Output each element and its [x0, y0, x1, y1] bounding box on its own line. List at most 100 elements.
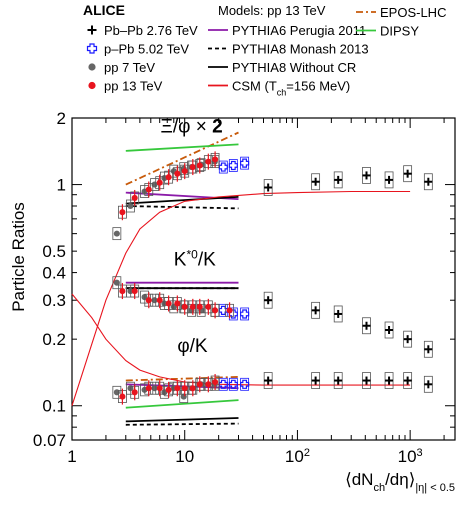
model-xi_phi-dipsy	[125, 143, 239, 152]
y-tick-label-1: 0.1	[42, 397, 66, 416]
model-phi_k-pythia8-monash-2013	[125, 422, 239, 426]
point-kstar_k-pp-13-tev-9	[205, 303, 212, 310]
model-xi_phi-epos-lhc	[125, 131, 239, 186]
point-kstar_k-pp-13-tev-1	[131, 288, 138, 295]
x-tick-label-base: 10	[398, 447, 417, 466]
legend-entry-3: pp 13 TeV	[104, 79, 163, 94]
model-phi_k-csm	[71, 293, 411, 386]
legend-marker-3	[88, 81, 96, 90]
ratio-label-1-suffix: /K	[198, 250, 216, 271]
point-xi_phi-pp-7-tev-0-syst	[112, 227, 122, 241]
point-phi_k-pp-13-tev-3	[156, 385, 163, 392]
model-xi_phi-pythia8-monash-2013	[125, 205, 239, 210]
y-tick-label-0: 0.07	[33, 431, 66, 450]
point-xi_phi-pp-13-tev-0	[119, 209, 126, 216]
x-axis-title-sub2: |η| < 0.5	[415, 482, 455, 494]
point-phi_k-pp-13-tev-7	[189, 385, 196, 392]
legend-model-3-main: CSM (T	[232, 79, 277, 94]
legend-experiment: ALICE	[83, 2, 125, 18]
point-xi_phi-pp-13-tev-9	[205, 158, 212, 165]
model-xi_phi-pythia8-without-cr	[125, 196, 239, 205]
x-tick-label-2: 102	[285, 447, 310, 466]
legend-marker-2	[88, 63, 96, 71]
point-phi_k-pp-13-tev-5	[174, 385, 181, 392]
point-kstar_k-pp-7-tev-0	[113, 279, 120, 286]
legend-model-0: PYTHIA6 Perugia 2011	[232, 23, 366, 38]
legend: ALICE Models: pp 13 TeV Pb–Pb 2.76 TeV p–Pb…	[83, 2, 446, 98]
point-phi_k-pp-13-tev-9	[205, 381, 212, 388]
point-xi_phi-pp-13-tev-3	[156, 179, 163, 186]
ratio-label-0-main: Ξ/φ ×	[161, 116, 213, 137]
point-phi_k-pp-13-tev-2	[145, 385, 152, 392]
legend-model-1: PYTHIA8 Monash 2013	[232, 42, 369, 57]
point-kstar_k-pp-7-tev-0-syst	[112, 276, 122, 290]
point-xi_phi-p-pb-5-02-tev-2	[240, 158, 250, 168]
point-kstar_k-p-pb-5-02-tev-2	[240, 309, 250, 319]
point-xi_phi-pp-13-tev-1	[131, 194, 138, 201]
model-phi_k-epos-lhc	[125, 376, 239, 382]
model-curves	[71, 131, 411, 426]
y-axis-title: Particle Ratios	[9, 202, 28, 312]
axis-titles: Particle Ratios ⟨dNch/dη⟩|η| < 0.5	[9, 202, 455, 494]
ratio-label-2: φ/K	[177, 336, 208, 357]
point-xi_phi-pp-13-tev-6	[181, 168, 188, 175]
legend-model-2: PYTHIA8 Without CR	[232, 60, 356, 75]
model-xi_phi-csm	[71, 190, 411, 406]
plot-frame	[71, 117, 456, 441]
legend-model-4: EPOS-LHC	[380, 5, 446, 20]
x-axis-title-a: ⟨dN	[345, 470, 373, 489]
x-tick-label-0: 1	[67, 447, 76, 466]
ratio-label-0-bold: 2	[212, 116, 223, 137]
data-points	[112, 151, 433, 405]
point-kstar_k-pp-13-tev-6	[181, 303, 188, 310]
legend-model-3: CSM (Tch=156 MeV)	[232, 79, 350, 98]
point-phi_k-pp-13-tev-0	[119, 393, 126, 400]
point-xi_phi-p-pb-5-02-tev-1	[228, 160, 238, 171]
point-kstar_k-pp-13-tev-10	[212, 307, 219, 314]
x-tick-label-3: 103	[398, 447, 423, 466]
legend-model-5: DIPSY	[380, 24, 419, 39]
point-phi_k-pp-13-tev-1	[131, 389, 138, 396]
point-xi_phi-pp-7-tev-1	[127, 202, 134, 210]
legend-entry-1: p–Pb 5.02 TeV	[104, 42, 189, 57]
point-kstar_k-pp-13-tev-11	[226, 307, 233, 314]
ratio-label-2-main: φ/K	[177, 336, 208, 357]
point-kstar_k-p-pb-5-02-tev-0	[218, 305, 228, 315]
model-phi_k-pythia8-without-cr	[125, 417, 239, 423]
x-tick-label-exp: 2	[304, 447, 310, 459]
x-tick-label-1: 10	[175, 447, 194, 466]
x-axis-title-b: /dη⟩	[385, 470, 415, 489]
point-phi_k-pp-13-tev-4	[165, 386, 172, 393]
x-tick-label-exp: 3	[417, 447, 423, 459]
x-tick-label-base: 10	[285, 447, 304, 466]
ratio-label-1: K*0/K	[174, 248, 216, 271]
point-phi_k-pp-13-tev-8	[196, 381, 203, 388]
point-phi_k-p-pb-5-02-tev-2	[240, 379, 250, 389]
ratio-labels: Ξ/φ × 2 K*0/K φ/K	[161, 116, 223, 357]
ratio-label-1-main: K	[174, 250, 187, 271]
x-axis-title-sub1: ch	[373, 482, 385, 494]
x-tick-label-base: 10	[175, 447, 194, 466]
point-kstar_k-pp-13-tev-8	[196, 303, 203, 310]
point-phi_k-pp-13-tev-6	[181, 385, 188, 392]
point-xi_phi-pp-13-tev-5	[174, 170, 181, 177]
point-phi_k-pp-7-tev-0-syst	[112, 385, 122, 399]
point-phi_k-p-pb-5-02-tev-1	[228, 379, 238, 389]
legend-entry-2: pp 7 TeV	[104, 60, 155, 75]
point-phi_k-pp-13-tev-10	[212, 378, 219, 386]
y-tick-label-7: 2	[57, 109, 66, 128]
point-xi_phi-pp-7-tev-0	[113, 230, 120, 237]
legend-models-header: Models: pp 13 TeV	[218, 3, 326, 18]
ratio-label-0: Ξ/φ × 2	[161, 116, 223, 137]
point-kstar_k-pp-13-tev-4	[165, 300, 172, 307]
point-kstar_k-pp-13-tev-3	[156, 297, 163, 304]
point-xi_phi-p-pb-5-02-tev-0	[218, 162, 228, 172]
point-xi_phi-pp-13-tev-10	[212, 156, 219, 163]
point-xi_phi-pp-13-tev-2	[145, 186, 152, 193]
point-kstar_k-pp-13-tev-2	[145, 297, 152, 304]
point-kstar_k-pp-13-tev-7	[189, 303, 196, 310]
y-tick-label-4: 0.4	[42, 264, 66, 283]
point-kstar_k-pp-13-tev-0	[119, 288, 126, 295]
